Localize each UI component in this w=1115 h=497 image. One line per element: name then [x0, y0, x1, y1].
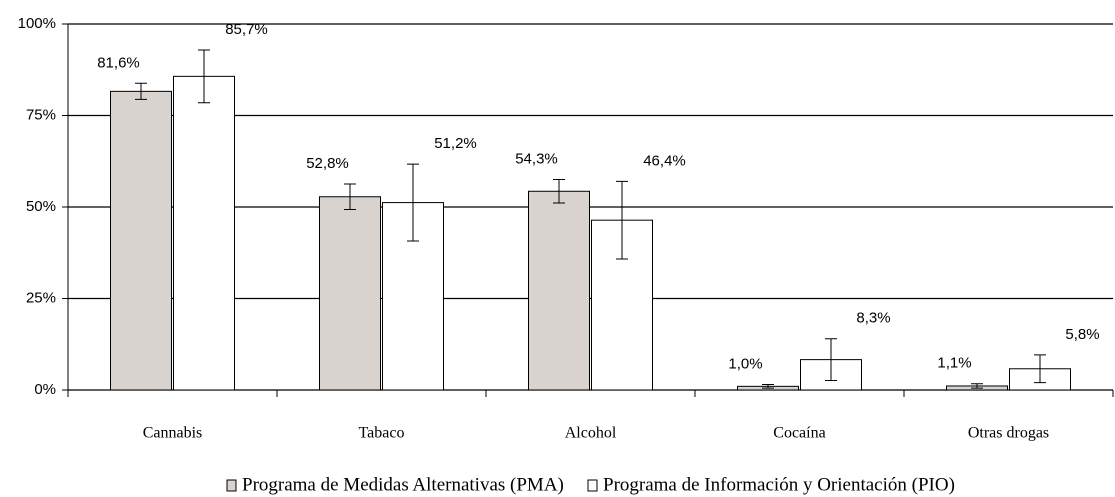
error-bar — [344, 183, 356, 211]
error-bar — [135, 82, 147, 100]
data-label: 51,2% — [434, 135, 477, 152]
y-tick-label: 75% — [26, 106, 56, 123]
data-label: 5,8% — [1065, 326, 1099, 343]
x-tick-label: Alcohol — [565, 425, 617, 442]
error-bar — [762, 384, 774, 389]
data-label: 1,0% — [728, 355, 762, 372]
y-tick-label: 25% — [26, 289, 56, 306]
bar — [173, 75, 235, 391]
data-label: 54,3% — [515, 151, 558, 168]
legend-label: Programa de Información y Orientación (P… — [603, 474, 955, 495]
bar — [110, 90, 172, 391]
bar — [528, 190, 590, 391]
legend-swatch — [226, 479, 237, 492]
error-bar — [407, 163, 419, 242]
y-tick-label: 0% — [34, 381, 56, 398]
error-bar — [616, 180, 628, 260]
error-bar — [198, 49, 210, 104]
x-tick-label: Otras drogas — [968, 425, 1049, 442]
x-tick-label: Cocaína — [773, 425, 825, 442]
data-label: 8,3% — [856, 310, 890, 327]
error-bar — [1034, 354, 1046, 384]
error-bar — [971, 383, 983, 389]
data-label: 81,6% — [97, 54, 140, 71]
bar — [319, 196, 381, 391]
data-label: 46,4% — [643, 152, 686, 169]
data-label: 52,8% — [306, 155, 349, 172]
legend-swatch — [587, 479, 598, 492]
error-bar — [553, 179, 565, 204]
data-label: 1,1% — [937, 355, 971, 372]
data-label: 85,7% — [225, 21, 268, 38]
legend-label: Programa de Medidas Alternativas (PMA) — [242, 474, 564, 495]
x-tick-label: Tabaco — [359, 425, 405, 442]
y-tick-label: 100% — [18, 15, 56, 32]
x-tick-label: Cannabis — [143, 425, 203, 442]
error-bar — [825, 338, 837, 381]
y-tick-label: 50% — [26, 198, 56, 215]
